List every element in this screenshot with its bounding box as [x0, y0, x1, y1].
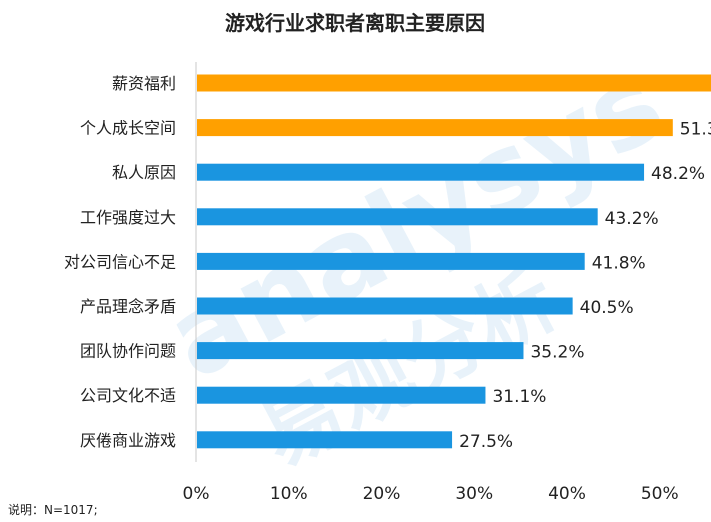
bar — [197, 431, 453, 449]
bar — [197, 74, 711, 92]
chart-title: 游戏行业求职者离职主要原因 — [225, 11, 485, 35]
x-tick-label: 0% — [183, 484, 210, 504]
x-tick-label: 50% — [641, 484, 679, 504]
category-label: 个人成长空间 — [80, 119, 176, 138]
x-tick-label: 30% — [455, 484, 493, 504]
x-tick-label: 10% — [270, 484, 308, 504]
category-label: 厌倦商业游戏 — [80, 431, 176, 450]
category-label: 对公司信心不足 — [64, 252, 176, 271]
bar — [197, 163, 645, 181]
data-label: 41.8% — [592, 253, 646, 273]
data-label: 43.2% — [605, 209, 659, 229]
data-label: 48.2% — [651, 164, 705, 184]
data-label: 27.5% — [459, 432, 513, 452]
footnote: 说明：N=1017; — [8, 502, 98, 517]
x-tick-label: 40% — [548, 484, 586, 504]
bar — [197, 342, 524, 360]
category-label: 薪资福利 — [112, 74, 176, 93]
bars-group: 薪资福利63.1%个人成长空间51.3%私人原因48.2%工作强度过大43.2%… — [64, 74, 711, 452]
category-label: 产品理念矛盾 — [80, 297, 176, 316]
bar — [197, 208, 598, 226]
bar — [197, 386, 486, 404]
category-label: 工作强度过大 — [80, 208, 176, 227]
bar — [197, 119, 673, 137]
category-label: 私人原因 — [112, 163, 176, 182]
category-label: 团队协作问题 — [80, 342, 176, 361]
data-label: 31.1% — [492, 387, 546, 407]
data-label: 35.2% — [530, 343, 584, 363]
bar — [197, 252, 585, 270]
data-label: 40.5% — [580, 298, 634, 318]
category-label: 公司文化不适 — [80, 386, 176, 405]
data-label: 51.3% — [680, 120, 711, 140]
bar — [197, 297, 573, 315]
x-tick-label: 20% — [363, 484, 401, 504]
x-axis-ticks: 0%10%20%30%40%50%60%70% — [183, 484, 679, 504]
